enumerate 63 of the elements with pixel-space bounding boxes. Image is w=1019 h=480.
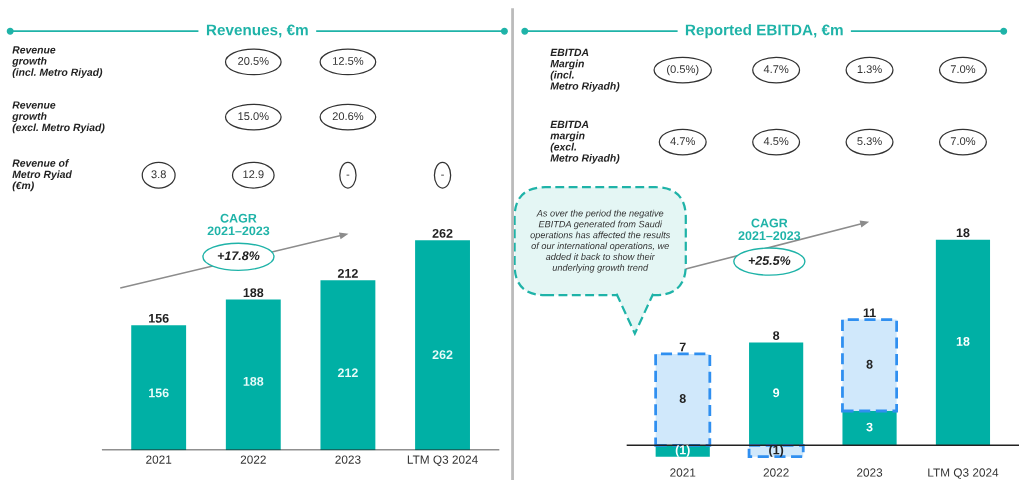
total-label: 11 (863, 308, 876, 318)
text: Revenue of Metro Ryiad (€m) (12, 159, 73, 192)
bar (225, 299, 281, 451)
text: EBITDA Margin (incl. Metro Riyadh) (550, 48, 620, 92)
annotation: +17.8% (217, 251, 260, 261)
data-label: 262 (432, 350, 453, 360)
text: 4.7% (670, 137, 695, 146)
x-tick-label: 2021 (146, 455, 172, 464)
text: 12.5% (333, 57, 364, 65)
bar (415, 240, 470, 451)
text: Revenue growth (excl. Metro Ryiad) (12, 101, 105, 134)
x-tick-label: LTM Q3 2024 (928, 468, 999, 479)
text: 7.0% (950, 137, 976, 146)
data-label: 8 (679, 394, 686, 403)
text: 1.3% (857, 65, 882, 74)
chart-title: Reported EBITDA, €m (685, 24, 843, 39)
text: 20.6% (332, 112, 364, 121)
bar (749, 342, 804, 446)
bar (320, 280, 376, 451)
annotation: +25.5% (748, 256, 791, 265)
text: 15.0% (238, 112, 269, 121)
total-label: 18 (956, 228, 970, 238)
annotation: CAGR 2021–2023 (738, 218, 801, 241)
x-tick-label: LTM Q3 2024 (407, 455, 478, 466)
data-label: 9 (773, 388, 780, 398)
chart-title: Revenues, €m (206, 24, 308, 38)
text: 12.9 (243, 170, 264, 179)
text: CAGR 2021–2023 (207, 213, 270, 236)
data-label: 212 (337, 368, 358, 378)
bar (654, 352, 712, 447)
text: 4.5% (763, 137, 789, 146)
total-label: 7 (679, 342, 686, 352)
data-label: 188 (243, 376, 264, 386)
total-label: 156 (149, 313, 169, 323)
x-tick-label: 2022 (240, 455, 266, 464)
text: - (346, 174, 350, 176)
data-label: 156 (149, 388, 169, 398)
data-label: (1) (675, 445, 690, 457)
text: (0.5%) (667, 64, 699, 76)
bar (131, 325, 187, 451)
bar (842, 411, 897, 446)
annotation: As over the period the negative EBITDA generated from Saudi operations has affected the results of our international operations, we added it back to show their underlying growth trend (530, 209, 671, 273)
x-tick-label: 2022 (763, 468, 789, 477)
total-label: 212 (337, 268, 358, 278)
bar (841, 318, 899, 413)
x-tick-label: 2021 (670, 468, 696, 477)
text: 20.5% (238, 57, 269, 65)
total-label: 262 (432, 228, 453, 238)
text: EBITDA margin (excl. Metro Riyadh) (550, 120, 620, 164)
data-label: 3 (866, 422, 873, 432)
total-label: 8 (773, 331, 780, 340)
data-label: 8 (866, 359, 873, 369)
total-label: 188 (243, 288, 264, 298)
text: - (441, 174, 444, 176)
x-tick-label: 2023 (857, 468, 883, 477)
text: Revenue growth (incl. Metro Riyad) (12, 46, 103, 78)
text: 5.3% (857, 137, 882, 146)
text: 4.7% (763, 65, 789, 74)
text: 7.0% (950, 65, 976, 74)
text: 3.8 (151, 170, 166, 179)
bar (935, 239, 991, 446)
x-tick-label: 2023 (335, 455, 361, 464)
data-label: 18 (956, 336, 970, 346)
